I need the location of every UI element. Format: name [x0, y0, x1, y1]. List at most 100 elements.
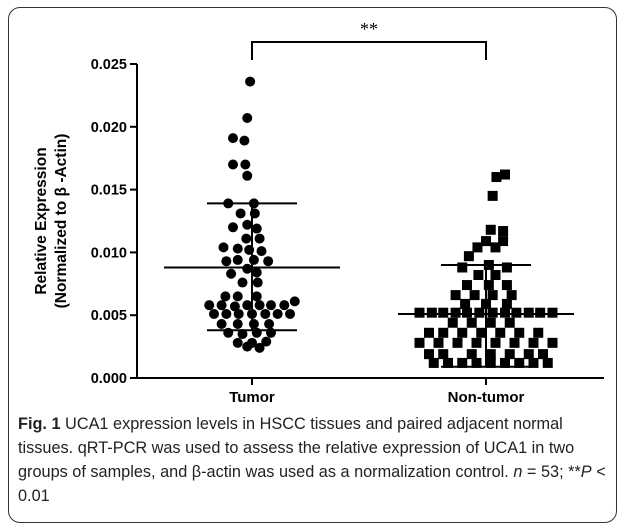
- y-tick-label: 0.020: [91, 120, 127, 136]
- data-point-nontumor: [429, 358, 439, 368]
- data-point-nontumor: [481, 236, 491, 246]
- data-point-nontumor: [486, 225, 496, 235]
- data-point-nontumor: [438, 349, 448, 359]
- data-point-nontumor: [424, 349, 434, 359]
- data-point-tumor: [255, 234, 265, 244]
- data-point-nontumor: [488, 191, 498, 201]
- data-point-tumor: [245, 77, 255, 87]
- chart: 0.000 0.005 0.010 0.015 0.020 0.025 Tumor Non…: [0, 0, 627, 410]
- data-point-nontumor: [524, 308, 534, 318]
- data-point-nontumor: [438, 308, 448, 318]
- y-tick-label: 0.010: [91, 245, 127, 261]
- data-point-tumor: [260, 309, 270, 319]
- data-point-nontumor: [453, 338, 463, 348]
- data-point-tumor: [241, 234, 251, 244]
- data-point-tumor: [236, 208, 246, 218]
- data-point-nontumor: [460, 299, 470, 309]
- data-point-tumor: [226, 269, 236, 279]
- data-point-tumor: [290, 296, 300, 306]
- significance-label: **: [360, 19, 378, 39]
- y-axis: 0.000 0.005 0.010 0.015 0.020 0.025: [91, 57, 137, 387]
- data-point-tumor: [249, 319, 259, 329]
- data-point-nontumor: [488, 290, 498, 300]
- data-point-tumor: [255, 300, 265, 310]
- caption-n-value: = 53; **: [522, 463, 580, 481]
- data-point-nontumor: [548, 338, 558, 348]
- y-axis-title: Relative Expression (Normalized to β -Ac…: [33, 134, 70, 309]
- data-point-nontumor: [472, 242, 482, 252]
- data-point-nontumor: [529, 338, 539, 348]
- data-point-tumor: [264, 319, 274, 329]
- data-point-tumor: [204, 300, 214, 310]
- data-point-nontumor: [543, 358, 553, 368]
- data-point-nontumor: [505, 349, 515, 359]
- data-point-nontumor: [451, 290, 461, 300]
- data-point-nontumor: [470, 290, 480, 300]
- data-point-tumor: [257, 246, 267, 256]
- data-point-nontumor: [507, 290, 517, 300]
- figure-caption: Fig. 1 UCA1 expression levels in HSCC ti…: [18, 412, 614, 508]
- data-point-nontumor: [502, 299, 512, 309]
- data-point-tumor: [263, 256, 273, 266]
- x-tick-label-tumor: Tumor: [229, 389, 275, 406]
- caption-text: UCA1 expression levels in HSCC tissues a…: [18, 415, 574, 481]
- data-point-tumor: [221, 256, 231, 266]
- data-point-tumor: [221, 309, 231, 319]
- data-point-tumor: [220, 291, 230, 301]
- data-point-nontumor: [500, 308, 510, 318]
- data-point-tumor: [228, 133, 238, 143]
- data-point-nontumor: [510, 338, 520, 348]
- data-point-nontumor: [491, 172, 501, 182]
- data-point-nontumor: [462, 280, 472, 290]
- data-point-tumor: [253, 278, 263, 288]
- y-axis-title-line2: (Normalized to β -Actin): [53, 134, 70, 309]
- data-point-nontumor: [524, 349, 534, 359]
- data-point-tumor: [285, 309, 295, 319]
- data-point-nontumor: [462, 308, 472, 318]
- data-point-nontumor: [438, 328, 448, 338]
- data-point-tumor: [273, 309, 283, 319]
- data-point-nontumor: [424, 328, 434, 338]
- data-point-nontumor: [535, 308, 545, 318]
- data-point-nontumor: [498, 226, 508, 236]
- data-point-tumor: [209, 309, 219, 319]
- data-point-nontumor: [415, 308, 425, 318]
- x-axis: Tumor Non-tumor: [137, 378, 604, 406]
- data-point-nontumor: [491, 338, 501, 348]
- data-point-nontumor: [500, 170, 510, 180]
- data-point-tumor: [233, 291, 243, 301]
- data-point-tumor: [242, 264, 252, 274]
- x-tick-label-nontumor: Non-tumor: [448, 389, 525, 406]
- data-point-tumor: [252, 224, 262, 234]
- data-point-nontumor: [464, 251, 474, 261]
- data-point-nontumor: [473, 270, 483, 280]
- significance-bracket: **: [252, 19, 486, 60]
- y-tick-label: 0.015: [91, 183, 127, 199]
- data-point-nontumor: [486, 349, 496, 359]
- data-point-tumor: [228, 159, 238, 169]
- data-point-nontumor: [474, 308, 484, 318]
- data-point-nontumor: [511, 308, 521, 318]
- data-point-nontumor: [486, 318, 496, 328]
- data-point-nontumor: [502, 280, 512, 290]
- data-point-tumor: [240, 159, 250, 169]
- data-point-nontumor: [491, 242, 501, 252]
- data-point-tumor: [266, 300, 276, 310]
- data-point-tumor: [238, 278, 248, 288]
- data-point-nontumor: [533, 328, 543, 338]
- data-point-nontumor: [434, 338, 444, 348]
- data-point-tumor: [242, 113, 252, 123]
- data-point-nontumor: [457, 328, 467, 338]
- data-point-nontumor: [467, 318, 477, 328]
- data-point-tumor: [249, 255, 259, 265]
- caption-label: Fig. 1: [18, 415, 61, 433]
- data-point-nontumor: [548, 308, 558, 318]
- data-point-nontumor: [467, 349, 477, 359]
- data-point-nontumor: [538, 349, 548, 359]
- y-tick-label: 0.000: [91, 371, 127, 387]
- data-point-nontumor: [448, 318, 458, 328]
- data-point-tumor: [228, 222, 238, 232]
- data-point-tumor: [233, 319, 243, 329]
- data-point-tumor: [242, 171, 252, 181]
- data-point-nontumor: [491, 270, 501, 280]
